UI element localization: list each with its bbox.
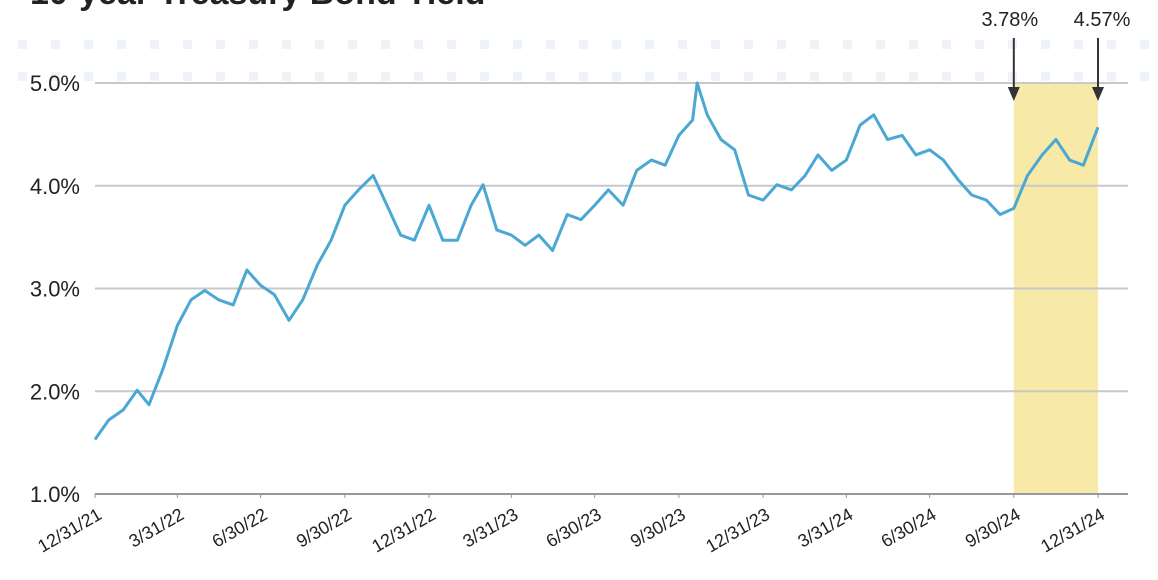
y-tick-label: 1.0%: [30, 482, 80, 507]
annotation-arrowhead: [1007, 87, 1020, 101]
dot-decoration: [513, 40, 522, 49]
line-series: [93, 81, 1100, 441]
dot-decoration: [579, 40, 588, 49]
dot-decoration: [150, 72, 159, 81]
dot-decoration: [381, 40, 390, 49]
dot-decoration: [447, 72, 456, 81]
chart-title: 10-year Treasury Bond Yield: [30, 0, 485, 12]
dot-decoration: [942, 72, 951, 81]
dot-decoration: [942, 40, 951, 49]
y-tick-label: 2.0%: [30, 379, 80, 404]
dot-decoration: [1074, 40, 1083, 49]
dot-decoration: [1107, 40, 1116, 49]
dot-decoration: [216, 72, 225, 81]
x-tick-label: 12/31/24: [1037, 504, 1108, 556]
dot-decoration: [612, 72, 621, 81]
dot-decoration: [315, 40, 324, 49]
dot-decoration: [51, 72, 60, 81]
dot-decoration: [579, 72, 588, 81]
dot-decoration: [777, 40, 786, 49]
dot-decoration: [546, 72, 555, 81]
dot-decoration: [843, 40, 852, 49]
dot-decoration: [18, 40, 27, 49]
dot-decoration: [1008, 72, 1017, 81]
dot-decoration: [678, 72, 687, 81]
y-tick-label: 4.0%: [30, 174, 80, 199]
x-tick-label: 3/31/22: [125, 504, 187, 551]
dot-decoration: [546, 40, 555, 49]
dot-decoration: [876, 72, 885, 81]
annotation-label: 4.57%: [1074, 9, 1131, 31]
dot-decoration: [1041, 72, 1050, 81]
x-tick-label: 9/30/23: [627, 504, 689, 551]
dot-decoration: [909, 40, 918, 49]
dot-decoration: [1008, 40, 1017, 49]
y-tick-label: 5.0%: [30, 71, 80, 96]
dot-decoration: [348, 40, 357, 49]
x-tick-label: 9/30/24: [962, 504, 1024, 551]
dot-decoration: [1140, 72, 1149, 81]
dot-decoration: [348, 72, 357, 81]
dot-decoration: [1140, 40, 1149, 49]
dot-decoration: [1107, 72, 1116, 81]
dot-decoration: [84, 40, 93, 49]
dot-decoration: [414, 40, 423, 49]
dot-decoration: [711, 72, 720, 81]
dot-decoration: [117, 40, 126, 49]
dot-decoration: [183, 40, 192, 49]
x-tick-label: 6/30/24: [878, 504, 940, 551]
dot-decoration: [645, 40, 654, 49]
annotation-label: 3.78%: [981, 9, 1038, 31]
dot-decoration: [711, 40, 720, 49]
dot-decoration: [1041, 40, 1050, 49]
x-tick-label: 12/31/22: [368, 504, 439, 556]
annotation-arrowhead: [1092, 87, 1104, 101]
dot-decoration: [51, 40, 60, 49]
dot-decoration: [975, 72, 984, 81]
dot-decoration: [216, 40, 225, 49]
dot-decoration: [843, 72, 852, 81]
dot-decoration: [777, 72, 786, 81]
y-tick-label: 3.0%: [30, 277, 80, 302]
dot-decoration: [480, 72, 489, 81]
dot-decoration: [612, 40, 621, 49]
dot-decoration: [975, 40, 984, 49]
dot-decoration: [810, 72, 819, 81]
x-tick-label: 12/31/23: [702, 504, 773, 556]
dot-decoration: [480, 40, 489, 49]
dot-decoration: [513, 72, 522, 81]
x-tick-label: 3/31/23: [459, 504, 521, 551]
dot-decoration: [282, 40, 291, 49]
dot-decoration: [645, 72, 654, 81]
dot-decoration: [183, 72, 192, 81]
dot-decoration: [381, 72, 390, 81]
dot-decoration: [909, 72, 918, 81]
dot-decoration: [744, 72, 753, 81]
x-tick-label: 3/31/24: [794, 504, 856, 551]
dot-decoration: [249, 40, 258, 49]
x-tick-label: 9/30/22: [293, 504, 355, 551]
dot-decoration: [84, 72, 93, 81]
dot-decoration: [810, 40, 819, 49]
dot-decoration: [414, 72, 423, 81]
dot-decoration: [282, 72, 291, 81]
x-tick-label: 12/31/21: [34, 504, 105, 556]
x-tick-label: 6/30/23: [543, 504, 605, 551]
dot-decoration: [150, 40, 159, 49]
dot-decoration: [678, 40, 687, 49]
dot-decoration: [744, 40, 753, 49]
dot-decoration: [1074, 72, 1083, 81]
dot-decoration: [315, 72, 324, 81]
dot-decoration: [876, 40, 885, 49]
dot-decoration: [18, 72, 27, 81]
dot-decoration: [117, 72, 126, 81]
x-tick-label: 6/30/22: [209, 504, 271, 551]
dot-decoration: [249, 72, 258, 81]
dot-decoration: [447, 40, 456, 49]
